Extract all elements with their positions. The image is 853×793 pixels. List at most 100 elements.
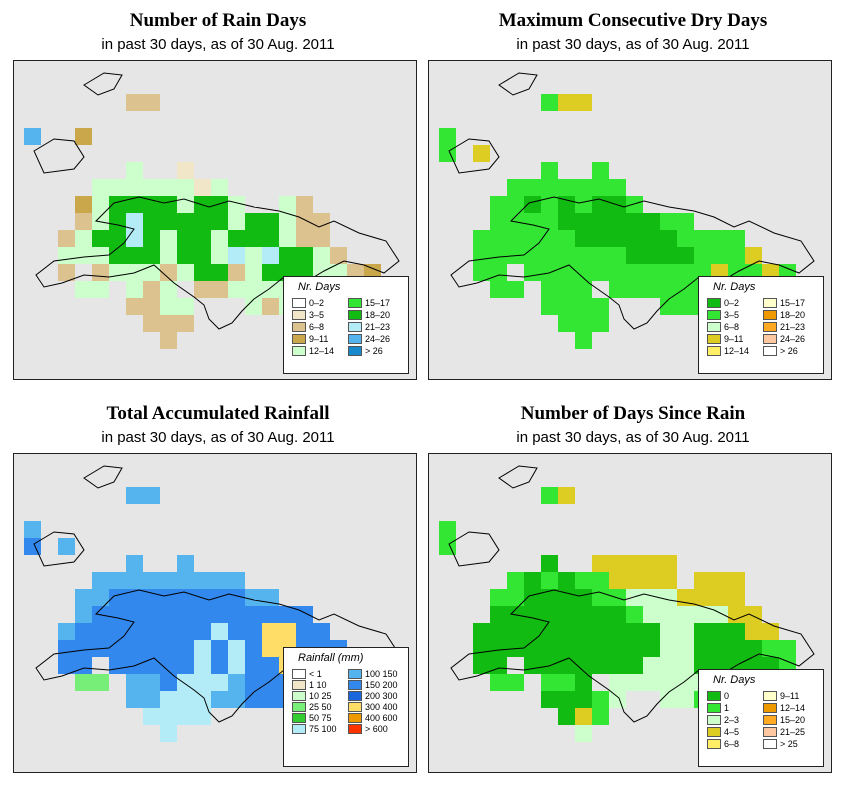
grid-cell	[660, 264, 677, 281]
grid-cell	[211, 230, 228, 247]
grid-cell	[75, 674, 92, 691]
grid-cell	[473, 640, 490, 657]
grid-cell	[575, 708, 592, 725]
grid-cell	[677, 213, 694, 230]
legend-swatch	[348, 690, 362, 701]
legend-item: 15–17	[348, 297, 390, 309]
grid-cell	[228, 264, 245, 281]
grid-cell	[211, 196, 228, 213]
grid-cell	[228, 640, 245, 657]
legend-label: 21–23	[365, 322, 391, 332]
grid-cell	[490, 623, 507, 640]
grid-cell	[143, 230, 160, 247]
grid-cell	[575, 691, 592, 708]
grid-cell	[626, 606, 643, 623]
grid-cell	[643, 623, 660, 640]
grid-cell	[143, 572, 160, 589]
grid-cell	[558, 264, 575, 281]
legend-swatch	[707, 691, 721, 701]
legend-item: 21–25	[763, 726, 805, 738]
grid-cell	[558, 247, 575, 264]
grid-cell	[609, 281, 626, 298]
map-rain-days: Nr. Days 0–2 3–5 6–8 9–11 12–14 15–17 18–20 21–2…	[13, 60, 417, 380]
legend-label: > 26	[365, 346, 383, 356]
panel-title: Number of Rain Days	[129, 10, 307, 31]
legend-swatch	[763, 334, 777, 344]
grid-cell	[677, 691, 694, 708]
grid-cell	[211, 606, 228, 623]
grid-cell	[92, 281, 109, 298]
legend-label: 3–5	[309, 310, 325, 320]
grid-cell	[177, 230, 194, 247]
legend-item: 1 10	[292, 679, 337, 690]
grid-cell	[143, 674, 160, 691]
legend-swatch	[763, 310, 777, 320]
grid-cell	[660, 555, 677, 572]
grid-cell	[660, 230, 677, 247]
grid-cell	[296, 247, 313, 264]
legend-item: 18–20	[348, 309, 390, 321]
legend-item: 24–26	[763, 333, 805, 345]
grid-cell	[677, 247, 694, 264]
legend-item: 300 400	[348, 701, 398, 712]
grid-cell	[313, 230, 330, 247]
grid-cell	[558, 213, 575, 230]
grid-cell	[177, 555, 194, 572]
grid-cell	[660, 691, 677, 708]
grid-cell	[592, 315, 609, 332]
grid-cell	[296, 623, 313, 640]
grid-cell	[262, 230, 279, 247]
legend-label: 150 200	[365, 679, 398, 690]
panel-title: Total Accumulated Rainfall	[106, 403, 330, 424]
grid-cell	[126, 572, 143, 589]
legend-item: 6–8	[707, 321, 749, 333]
grid-cell	[677, 606, 694, 623]
panel-subtitle: in past 30 days, as of 30 Aug. 2011	[516, 36, 750, 53]
legend-swatch	[707, 703, 721, 713]
grid-cell	[92, 674, 109, 691]
legend-label: 3–5	[724, 310, 740, 320]
grid-cell	[58, 247, 75, 264]
grid-cell	[541, 179, 558, 196]
grid-cell	[126, 247, 143, 264]
grid-cell	[177, 196, 194, 213]
grid-cell	[490, 213, 507, 230]
legend-swatch	[707, 715, 721, 725]
legend-label: 21–25	[780, 727, 806, 737]
grid-cell	[643, 213, 660, 230]
legend-item: 10 25	[292, 690, 337, 701]
coastline	[33, 72, 400, 330]
grid-cell	[592, 230, 609, 247]
grid-cell	[211, 179, 228, 196]
grid-cell	[228, 572, 245, 589]
legend-swatch	[763, 346, 777, 356]
grid-cell	[75, 589, 92, 606]
legend-title: Rainfall (mm)	[298, 652, 364, 664]
grid-cell	[126, 555, 143, 572]
grid-cell	[524, 179, 541, 196]
legend-swatch	[763, 739, 777, 749]
grid-cell	[143, 264, 160, 281]
grid-cell	[643, 247, 660, 264]
legend-column: 15–17 18–20 21–23 24–26 > 26	[763, 297, 805, 357]
legend-swatch	[348, 712, 362, 723]
grid-cell	[473, 657, 490, 674]
legend-swatch	[763, 715, 777, 725]
grid-cell	[609, 674, 626, 691]
grid-cell	[109, 196, 126, 213]
grid-cell	[126, 94, 143, 111]
grid-cell	[228, 196, 245, 213]
grid-cell	[109, 589, 126, 606]
grid-cell	[211, 657, 228, 674]
legend-swatch	[348, 310, 362, 320]
grid-cell	[728, 589, 745, 606]
grid-cell	[575, 179, 592, 196]
grid-cell	[558, 315, 575, 332]
grid-cell	[490, 589, 507, 606]
legend-swatch	[292, 723, 306, 734]
grid-cell	[92, 196, 109, 213]
grid-cell	[643, 555, 660, 572]
grid-cell	[177, 315, 194, 332]
grid-cell	[592, 555, 609, 572]
grid-cell	[126, 230, 143, 247]
